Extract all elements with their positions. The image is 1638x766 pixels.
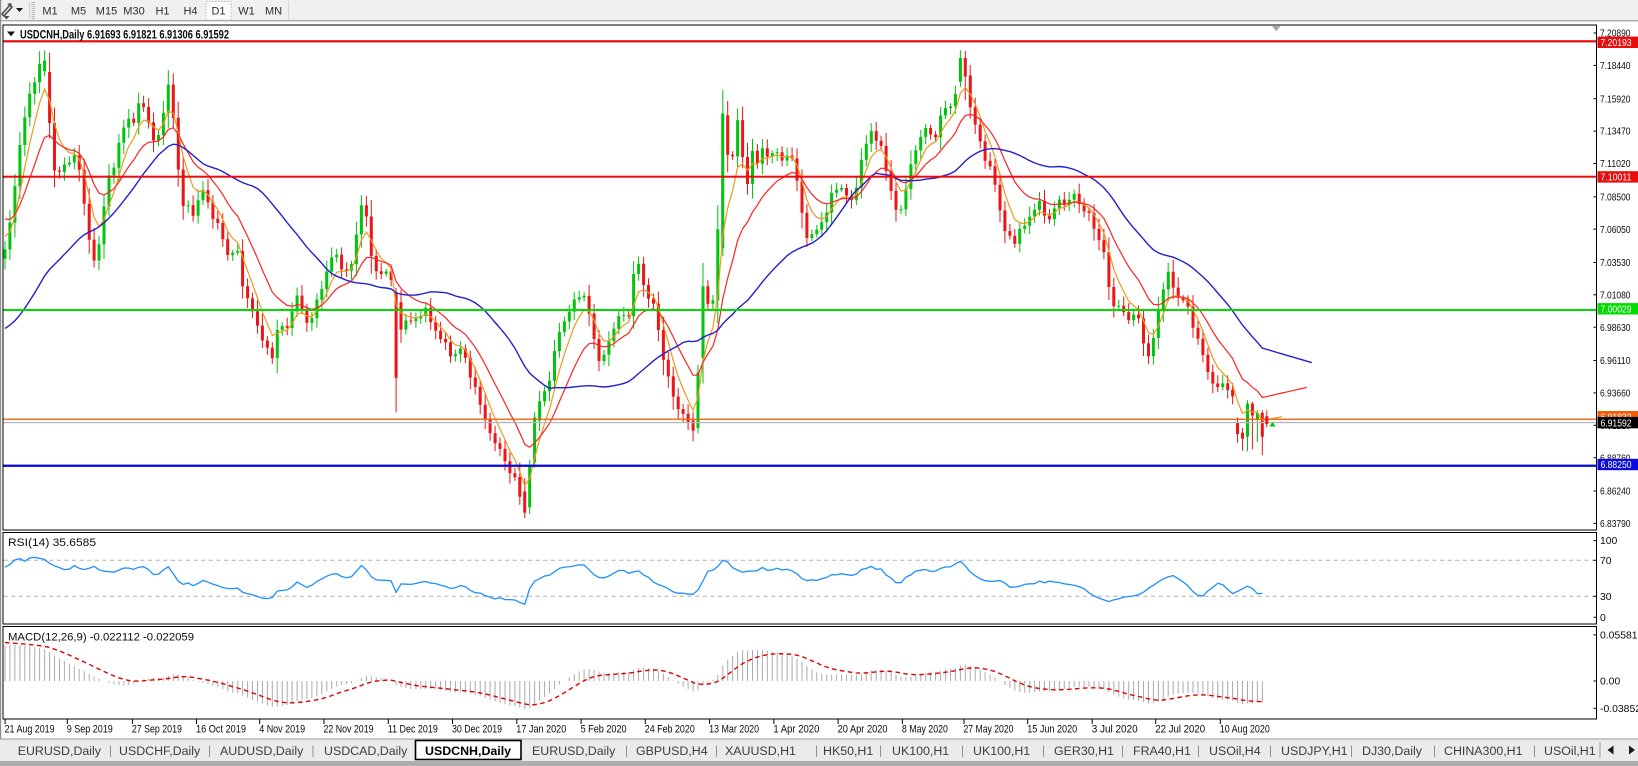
svg-text:USDCNH,Daily: USDCNH,Daily [425, 744, 511, 758]
svg-text:M1: M1 [42, 6, 57, 18]
svg-text:|: | [208, 746, 211, 758]
svg-text:7.01080: 7.01080 [1600, 290, 1631, 301]
svg-text:USOil,H4: USOil,H4 [1209, 744, 1261, 758]
svg-text:1 Apr 2020: 1 Apr 2020 [773, 724, 819, 736]
svg-text:0: 0 [1600, 613, 1606, 624]
svg-text:7.10011: 7.10011 [1601, 173, 1632, 184]
svg-text:|: | [961, 746, 964, 758]
svg-text:|: | [312, 746, 315, 758]
svg-text:AUDUSD,Daily: AUDUSD,Daily [220, 744, 304, 758]
svg-text:17 Jan 2020: 17 Jan 2020 [516, 724, 566, 736]
svg-text:EURUSD,Daily: EURUSD,Daily [18, 744, 102, 758]
svg-text:7.08500: 7.08500 [1600, 192, 1631, 203]
svg-text:15 Jun 2020: 15 Jun 2020 [1027, 724, 1077, 736]
svg-text:HK50,H1: HK50,H1 [823, 744, 873, 758]
svg-text:22 Jul 2020: 22 Jul 2020 [1155, 724, 1205, 736]
svg-text:7.06050: 7.06050 [1600, 225, 1631, 236]
svg-text:5 Feb 2020: 5 Feb 2020 [581, 724, 627, 736]
svg-text:22 Nov 2019: 22 Nov 2019 [324, 724, 374, 736]
svg-text:9 Sep 2019: 9 Sep 2019 [67, 724, 113, 736]
svg-text:-0.03852: -0.03852 [1600, 704, 1638, 715]
svg-text:USOil,H1: USOil,H1 [1544, 744, 1596, 758]
svg-text:8 May 2020: 8 May 2020 [902, 724, 948, 736]
svg-text:7.03530: 7.03530 [1600, 258, 1631, 269]
svg-text:M5: M5 [71, 6, 86, 18]
svg-text:H1: H1 [155, 6, 169, 18]
svg-text:GBPUSD,H4: GBPUSD,H4 [636, 744, 708, 758]
svg-text:UK100,H1: UK100,H1 [973, 744, 1030, 758]
svg-text:21 Aug 2019: 21 Aug 2019 [5, 724, 55, 736]
svg-text:11 Dec 2019: 11 Dec 2019 [388, 724, 438, 736]
svg-text:|: | [1350, 746, 1353, 758]
svg-text:DJ30,Daily: DJ30,Daily [1362, 744, 1423, 758]
svg-text:7.20193: 7.20193 [1601, 38, 1632, 49]
svg-text:24 Feb 2020: 24 Feb 2020 [645, 724, 695, 736]
svg-text:10 Aug 2020: 10 Aug 2020 [1220, 724, 1270, 736]
svg-text:M30: M30 [123, 6, 144, 18]
svg-text:7.18440: 7.18440 [1600, 61, 1631, 72]
svg-text:3 Jul 2020: 3 Jul 2020 [1092, 724, 1138, 736]
svg-text:RSI(14) 35.6585: RSI(14) 35.6585 [8, 537, 96, 549]
svg-text:M15: M15 [96, 6, 117, 18]
svg-text:|: | [625, 746, 628, 758]
svg-text:7.20890: 7.20890 [1600, 29, 1631, 40]
svg-text:20 Apr 2020: 20 Apr 2020 [838, 724, 888, 736]
svg-text:USDCNH,Daily 6.91693 6.91821: USDCNH,Daily 6.91693 6.91821 6.91306 6.9… [20, 29, 229, 42]
svg-text:6.91592: 6.91592 [1601, 418, 1632, 429]
svg-text:100: 100 [1600, 536, 1618, 547]
svg-text:6.88250: 6.88250 [1601, 460, 1632, 471]
svg-text:FRA40,H1: FRA40,H1 [1133, 744, 1191, 758]
svg-text:USDJPY,H1: USDJPY,H1 [1281, 744, 1348, 758]
svg-text:|: | [1042, 746, 1045, 758]
svg-text:MACD(12,26,9) -0.022112 -0.022: MACD(12,26,9) -0.022112 -0.022059 [8, 632, 194, 644]
svg-text:|: | [715, 746, 718, 758]
svg-text:7.00029: 7.00029 [1601, 305, 1632, 316]
svg-text:|: | [815, 746, 818, 758]
svg-text:|: | [1197, 746, 1200, 758]
svg-text:|: | [109, 746, 112, 758]
svg-text:0.05581: 0.05581 [1600, 630, 1638, 641]
svg-text:6.98630: 6.98630 [1600, 323, 1631, 334]
svg-text:|: | [1433, 746, 1436, 758]
svg-text:6.83790: 6.83790 [1600, 519, 1631, 530]
svg-text:27 Sep 2019: 27 Sep 2019 [132, 724, 182, 736]
svg-text:UK100,H1: UK100,H1 [892, 744, 949, 758]
svg-text:|: | [879, 746, 882, 758]
svg-text:6.93660: 6.93660 [1600, 389, 1631, 400]
svg-text:MN: MN [265, 6, 282, 18]
svg-text:XAUUSD,H1: XAUUSD,H1 [725, 744, 796, 758]
svg-text:27 May 2020: 27 May 2020 [964, 724, 1014, 736]
svg-text:13 Mar 2020: 13 Mar 2020 [709, 724, 759, 736]
svg-text:70: 70 [1600, 556, 1612, 567]
svg-text:16 Oct 2019: 16 Oct 2019 [196, 724, 246, 736]
svg-text:D1: D1 [211, 6, 225, 18]
svg-text:30: 30 [1600, 592, 1612, 603]
svg-text:|: | [1121, 746, 1124, 758]
svg-text:6.86240: 6.86240 [1600, 487, 1631, 498]
svg-text:|: | [1533, 746, 1536, 758]
svg-text:6.96110: 6.96110 [1600, 356, 1631, 367]
svg-text:0.00: 0.00 [1600, 677, 1620, 688]
svg-text:7.15920: 7.15920 [1600, 94, 1631, 105]
svg-text:4 Nov 2019: 4 Nov 2019 [259, 724, 305, 736]
svg-text:W1: W1 [238, 6, 255, 18]
svg-text:USDCAD,Daily: USDCAD,Daily [324, 744, 408, 758]
svg-text:CHINA300,H1: CHINA300,H1 [1444, 744, 1523, 758]
svg-text:H4: H4 [183, 6, 197, 18]
svg-text:USDCHF,Daily: USDCHF,Daily [119, 744, 201, 758]
svg-text:30 Dec 2019: 30 Dec 2019 [452, 724, 502, 736]
svg-text:7.11020: 7.11020 [1600, 159, 1631, 170]
svg-text:EURUSD,Daily: EURUSD,Daily [532, 744, 616, 758]
svg-text:|: | [1269, 746, 1272, 758]
svg-text:7.13470: 7.13470 [1600, 127, 1631, 138]
svg-text:GER30,H1: GER30,H1 [1054, 744, 1114, 758]
